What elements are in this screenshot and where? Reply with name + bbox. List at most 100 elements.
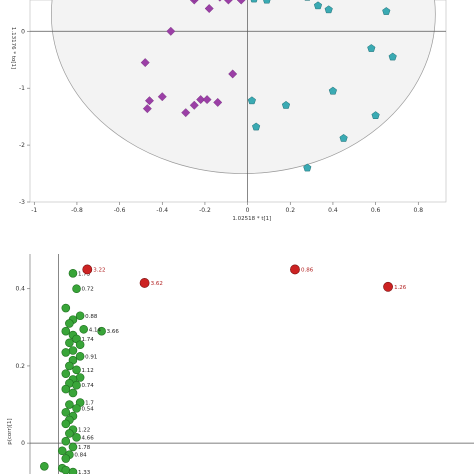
point-label: 1.78: [78, 445, 91, 451]
diamond-point: [166, 26, 176, 36]
loading-point: [72, 380, 81, 390]
highlight-label: 0.86: [301, 267, 314, 273]
loading-point: [68, 346, 78, 355]
diamond-point: [142, 104, 152, 114]
loading-point: [68, 388, 78, 398]
highlight-label: 1.26: [394, 285, 407, 291]
loading-point: [61, 303, 71, 313]
highlight-point: [290, 264, 300, 275]
diamond-point: [192, 0, 197, 3]
x-tick-label: 0.4: [328, 207, 338, 214]
diamond-point: [228, 69, 238, 79]
loading-point: [97, 326, 106, 336]
loadings-plot: 0 0.2 0.4 p(corr)[1] 1.73 0.72 0.88 4.14 3.66 1.7…: [7, 254, 474, 474]
pentagon-point: [367, 44, 376, 52]
x-axis-label: 1.02518 * t[1]: [232, 216, 271, 222]
x-tick-label: -0.8: [71, 207, 83, 214]
point-label: 0.88: [85, 314, 98, 320]
loading-point: [72, 433, 81, 442]
diamond-point: [144, 96, 154, 106]
pentagon-point: [388, 52, 397, 61]
y-axis-label: 1.13176 * to[1]: [10, 27, 16, 69]
loading-point: [68, 268, 78, 278]
loading-point: [61, 348, 71, 357]
diamond-point: [204, 4, 214, 14]
pentagon-point: [252, 122, 261, 131]
diamond-point: [140, 58, 150, 68]
point-label: 1.7: [85, 401, 94, 407]
loading-point: [61, 326, 71, 336]
pentagon-point: [328, 86, 337, 95]
x-tick-label: 0.6: [371, 207, 381, 214]
loading-point: [61, 419, 71, 429]
loading-point: [79, 324, 89, 334]
y-tick-label: -2: [19, 142, 25, 149]
loading-point: [72, 365, 81, 375]
point-label: 1.22: [78, 428, 90, 434]
point-label: 1.73: [78, 271, 91, 277]
loading-point: [65, 338, 74, 348]
highlight-point: [383, 281, 393, 292]
score-plot: -1 -0.8 -0.6 -0.4 -0.2 0 0.2 0.4 0.6 0.8 -3 -2 -1 0 1.…: [10, 0, 447, 222]
loading-point: [75, 351, 85, 361]
highlight-point: [139, 278, 150, 288]
loading-point: [75, 373, 85, 382]
y-tick-label: 0.4: [15, 286, 25, 293]
highlight-point: [82, 264, 93, 275]
loading-point: [68, 442, 78, 452]
loading-point: [75, 340, 85, 350]
loading-point: [75, 311, 85, 321]
loading-point: [61, 436, 71, 446]
y-tick-label: 0: [21, 440, 25, 447]
diamond-point: [223, 0, 233, 5]
pentagon-point: [382, 7, 391, 15]
loading-point: [65, 400, 74, 409]
diamond-point: [202, 95, 212, 105]
loading-point: [72, 404, 81, 413]
loading-point: [65, 429, 74, 438]
point-label: 4.14: [89, 327, 102, 333]
confidence-ellipse: [51, 0, 436, 174]
diamond-point: [181, 108, 191, 118]
loading-point: [72, 284, 81, 294]
y-tick-label: 0.2: [15, 363, 25, 370]
y-tick-label: -1: [19, 85, 25, 92]
pentagon-point: [303, 163, 312, 172]
pentagon-point: [371, 111, 380, 119]
point-label: 1.74: [82, 337, 95, 343]
loading-point: [65, 319, 74, 328]
point-label: 1.33: [78, 470, 91, 474]
loading-point: [61, 369, 71, 378]
diamond-point: [218, 0, 222, 2]
diamond-point: [189, 100, 199, 110]
point-label: 0.84: [74, 453, 87, 459]
loading-point: [61, 465, 71, 474]
point-label: 3.66: [107, 329, 120, 335]
diamond-point: [157, 92, 167, 102]
loading-point: [57, 446, 67, 456]
x-tick-label: 0: [246, 207, 250, 214]
pentagon-point: [263, 0, 271, 4]
loading-point: [65, 361, 74, 371]
highlight-label: 3.62: [151, 281, 163, 287]
loading-point: [61, 454, 71, 463]
x-tick-label: 0.2: [285, 207, 295, 214]
point-label: 0.74: [82, 383, 95, 389]
loading-point: [61, 384, 71, 394]
x-tick-label: -0.4: [156, 207, 168, 214]
pentagon-point: [339, 133, 348, 142]
point-label: 0.91: [85, 354, 97, 360]
point-label: 0.72: [82, 287, 94, 293]
highlight-label: 3.22: [93, 267, 105, 273]
loading-point: [40, 461, 49, 471]
x-tick-label: -0.6: [114, 207, 126, 214]
pentagon-point: [281, 100, 291, 109]
loading-point: [68, 467, 78, 474]
y-axis-label: p(corr)[1]: [7, 418, 13, 444]
x-tick-label: -0.2: [199, 207, 211, 214]
pentagon-point: [324, 5, 333, 14]
y-tick-label: 0: [21, 28, 25, 35]
pentagon-point: [247, 96, 256, 105]
diamond-point: [213, 97, 223, 107]
point-label: 1.12: [82, 368, 94, 374]
